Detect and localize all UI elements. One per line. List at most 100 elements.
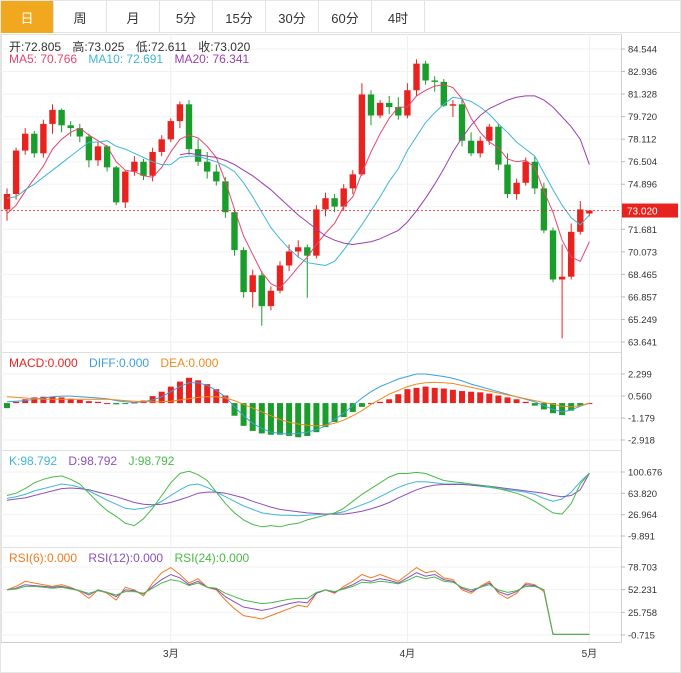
rsi24-value: RSI(24):0.000 — [174, 551, 250, 565]
y-tick-label: 71.681 — [628, 225, 657, 236]
candle-body — [158, 139, 165, 152]
candle-body — [49, 109, 56, 124]
macd-bar — [195, 380, 202, 404]
candle-body — [577, 209, 584, 232]
macd-bar — [349, 403, 356, 412]
period-tabs: 日 周 月 5分 15分 30分 60分 4时 — [1, 1, 680, 33]
current-price-label: 73.020 — [627, 207, 658, 218]
tab-5min[interactable]: 5分 — [160, 1, 213, 33]
y-tick-label: 100.676 — [628, 468, 662, 479]
diff-value: DIFF:0.000 — [89, 356, 150, 370]
y-tick-label: 65.249 — [628, 315, 657, 326]
candle-body — [340, 188, 347, 207]
macd-bar — [486, 393, 493, 404]
macd-bar — [295, 403, 302, 438]
candle-body — [458, 104, 466, 141]
candle-body — [331, 198, 338, 207]
candle-body — [422, 63, 429, 81]
y-tick-label: 82.936 — [628, 67, 657, 78]
y-tick-label: 68.465 — [628, 270, 657, 281]
candle-body — [540, 188, 548, 231]
y-tick-label: 78.112 — [628, 135, 656, 146]
macd-bar — [504, 397, 511, 404]
macd-bar — [404, 389, 411, 404]
rsi6-value: RSI(6):0.000 — [9, 551, 78, 565]
macd-bar — [477, 392, 484, 404]
pane-border — [1, 34, 622, 353]
candle-body — [486, 126, 493, 141]
candle-body — [185, 104, 193, 150]
high-value: 高:73.025 — [72, 40, 125, 54]
macd-bar — [240, 403, 247, 426]
rsi6-line — [6, 567, 590, 635]
macd-bar — [31, 397, 38, 404]
ma5-line — [6, 84, 590, 289]
candle-body — [322, 198, 329, 210]
y-tick-label: -0.715 — [628, 631, 655, 642]
macd-bar — [440, 388, 447, 404]
tab-15min[interactable]: 15分 — [213, 1, 266, 33]
current-price-tag — [622, 203, 678, 218]
macd-bar — [113, 403, 120, 405]
macd-bar — [13, 401, 20, 404]
macd-bar — [49, 396, 56, 404]
tab-4hour[interactable]: 4时 — [372, 1, 425, 33]
tab-30min[interactable]: 30分 — [266, 1, 319, 33]
x-tick-label: 3月 — [163, 648, 179, 660]
macd-bar — [358, 403, 365, 407]
ma20-line — [179, 95, 590, 246]
macd-bar — [550, 403, 556, 414]
candle-body — [103, 146, 111, 168]
candle-body — [531, 161, 538, 189]
candle-body — [395, 107, 402, 116]
candle-body — [358, 94, 366, 175]
y-tick-label: -1.179 — [628, 414, 655, 425]
rsi12-value: RSI(12):0.000 — [88, 551, 164, 565]
candle-body — [467, 140, 475, 154]
candle-body — [122, 171, 129, 203]
y-tick-label: -2.918 — [628, 436, 655, 447]
tab-month[interactable]: 月 — [107, 1, 160, 33]
y-tick-label: 84.544 — [628, 45, 657, 56]
macd-bar — [58, 397, 65, 404]
macd-bar — [495, 395, 502, 404]
macd-bar — [176, 381, 183, 404]
y-tick-label: -9.891 — [628, 532, 655, 543]
candle-body — [85, 136, 93, 161]
candle-body — [285, 251, 293, 266]
macd-bar — [413, 387, 420, 404]
macd-bar — [186, 377, 192, 404]
macd-bar — [40, 396, 47, 404]
tab-week[interactable]: 周 — [54, 1, 107, 33]
candle-body — [267, 290, 275, 307]
macd-bar — [577, 403, 584, 406]
y-tick-label: 79.720 — [628, 112, 657, 123]
d-value: D:98.792 — [68, 454, 118, 468]
candle-body — [240, 250, 247, 293]
candle-body — [513, 182, 520, 194]
k-value: K:98.792 — [9, 454, 58, 468]
candle-body — [31, 133, 38, 154]
x-tick-label: 5月 — [582, 648, 598, 660]
tab-60min[interactable]: 60分 — [319, 1, 372, 33]
macd-bar — [67, 398, 74, 404]
y-tick-label: 63.820 — [628, 489, 657, 500]
low-value: 低:72.611 — [135, 40, 187, 54]
candle-body — [58, 109, 65, 126]
ma10-value: MA10: 72.691 — [88, 52, 164, 66]
macd-bar — [531, 403, 538, 406]
candle-body — [12, 150, 20, 194]
tab-day[interactable]: 日 — [1, 1, 54, 33]
macd-bar — [22, 399, 29, 404]
candle-body — [22, 133, 29, 151]
candle-body — [349, 174, 356, 189]
y-tick-label: 76.504 — [628, 157, 657, 168]
macd-bar — [222, 395, 229, 404]
macd-bar — [340, 403, 347, 418]
candle-body — [440, 81, 447, 106]
candle-body — [386, 102, 393, 108]
candle-body — [3, 193, 11, 210]
macd-bar — [267, 403, 274, 435]
kline-chart[interactable]: 3月 4月 5月 84.544 82.936 81.328 79.720 78.112 76.5… — [1, 34, 680, 672]
